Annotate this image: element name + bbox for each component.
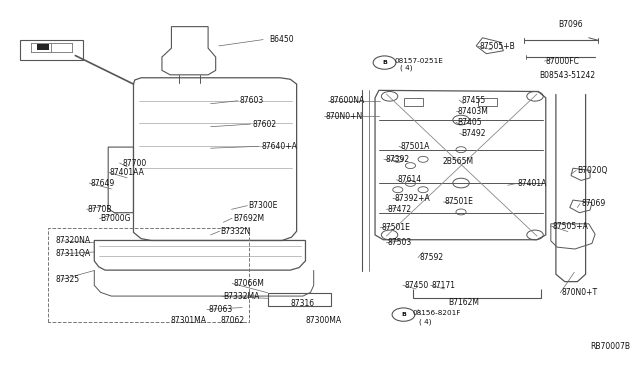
- Text: B7692M: B7692M: [234, 214, 264, 223]
- Text: B7332MA: B7332MA: [223, 292, 260, 301]
- Text: ( 4): ( 4): [419, 318, 432, 324]
- Text: ( 4): ( 4): [401, 65, 413, 71]
- Text: B7000G: B7000G: [100, 214, 131, 223]
- Text: 870N0+T: 870N0+T: [561, 288, 598, 297]
- Text: B7300E: B7300E: [248, 201, 278, 210]
- Text: 8770B: 8770B: [88, 205, 113, 214]
- Text: 87066M: 87066M: [234, 279, 264, 288]
- Text: 87614: 87614: [398, 175, 422, 184]
- Text: 87602: 87602: [252, 120, 276, 129]
- Text: B6450: B6450: [269, 35, 294, 44]
- Text: 87501E: 87501E: [445, 198, 474, 206]
- Text: 87171: 87171: [432, 281, 456, 290]
- Text: B: B: [382, 60, 387, 65]
- Text: 87700: 87700: [122, 158, 147, 167]
- Text: B: B: [401, 312, 406, 317]
- Text: 87320NA: 87320NA: [56, 236, 91, 246]
- Text: B7020Q: B7020Q: [577, 166, 608, 175]
- Text: 87316: 87316: [291, 299, 314, 308]
- Text: 87455: 87455: [461, 96, 485, 105]
- Polygon shape: [37, 44, 49, 50]
- Text: 2B565M: 2B565M: [442, 157, 473, 166]
- Text: 87600NA: 87600NA: [330, 96, 365, 105]
- Text: B7492: B7492: [461, 129, 486, 138]
- Text: 87301MA: 87301MA: [170, 316, 206, 325]
- Text: 87069: 87069: [581, 199, 605, 208]
- Text: 87640+A: 87640+A: [261, 142, 297, 151]
- Text: 870N0+N: 870N0+N: [325, 112, 362, 121]
- Text: 08156-8201F: 08156-8201F: [413, 310, 461, 316]
- Text: 87392+A: 87392+A: [394, 194, 429, 203]
- Text: RB70007B: RB70007B: [590, 342, 630, 351]
- Text: 87401A: 87401A: [518, 179, 547, 188]
- Text: 87450: 87450: [404, 281, 428, 290]
- Text: 87403M: 87403M: [457, 107, 488, 116]
- Text: 87649: 87649: [90, 179, 115, 187]
- Text: B7332N: B7332N: [221, 227, 251, 236]
- Text: B7162M: B7162M: [449, 298, 479, 307]
- Text: B7405: B7405: [457, 118, 482, 127]
- Text: B7096: B7096: [559, 20, 583, 29]
- Text: 87062: 87062: [221, 316, 245, 325]
- Text: 87300MA: 87300MA: [305, 316, 342, 325]
- Text: 87325: 87325: [56, 275, 80, 284]
- Text: 87592: 87592: [419, 253, 444, 262]
- Text: 08157-0251E: 08157-0251E: [394, 58, 443, 64]
- Text: 87505+A: 87505+A: [552, 221, 588, 231]
- Text: 87603: 87603: [240, 96, 264, 105]
- Text: 87000FC: 87000FC: [546, 57, 580, 65]
- Text: 87311QA: 87311QA: [56, 249, 91, 258]
- Text: 87501A: 87501A: [401, 142, 429, 151]
- Text: B08543-51242: B08543-51242: [540, 71, 596, 80]
- Text: 87401AA: 87401AA: [109, 168, 145, 177]
- Text: 87501E: 87501E: [381, 223, 410, 232]
- Text: 87063: 87063: [208, 305, 232, 314]
- Text: 87505+B: 87505+B: [479, 42, 515, 51]
- Text: 87392: 87392: [385, 155, 410, 164]
- Text: 87472: 87472: [388, 205, 412, 214]
- Text: 87503: 87503: [388, 238, 412, 247]
